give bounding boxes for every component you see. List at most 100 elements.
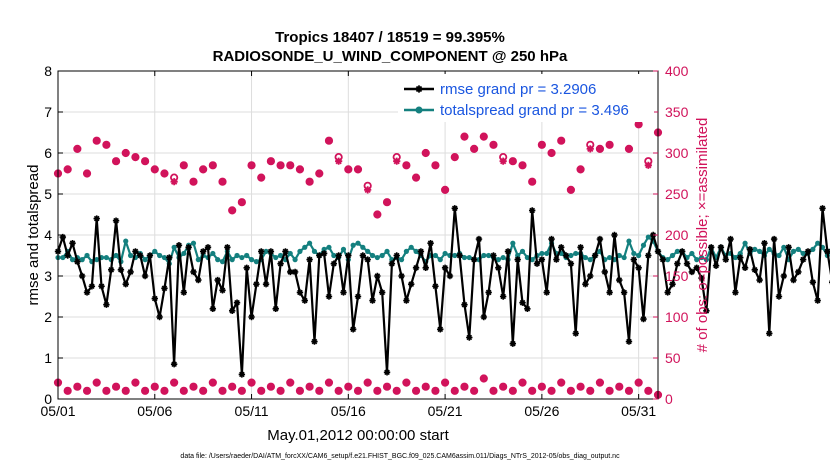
chart-title: Tropics 18407 / 18519 = 99.395% xyxy=(275,29,505,46)
y-right-tick-label: 50 xyxy=(665,350,681,366)
rmse-point xyxy=(262,281,270,288)
plot-area xyxy=(53,103,830,399)
rmse-point xyxy=(233,299,241,306)
y-right-tick-label: 200 xyxy=(665,227,689,243)
rmse-point xyxy=(267,248,275,255)
totalspread-point xyxy=(515,252,521,259)
rmse-point xyxy=(519,299,526,306)
rmse-point xyxy=(683,260,691,267)
obs-assimilated-low-point xyxy=(499,383,507,391)
rmse-point xyxy=(693,264,700,271)
totalspread-point xyxy=(350,242,356,248)
obs-assimilated-point xyxy=(306,178,314,186)
totalspread-point xyxy=(297,248,303,254)
rmse-point xyxy=(132,248,139,255)
x-tick-label: 05/21 xyxy=(428,403,463,419)
totalspread-point xyxy=(369,252,376,259)
totalspread-point xyxy=(582,254,589,261)
obs-assimilated-low-point xyxy=(83,387,91,395)
totalspread-point xyxy=(253,259,259,265)
obs-assimilated-point xyxy=(209,161,217,169)
obs-assimilated-low-point xyxy=(141,387,149,395)
rmse-point xyxy=(451,205,458,212)
obs-assimilated-low-point xyxy=(93,379,101,386)
rmse-point xyxy=(74,258,81,265)
totalspread-point xyxy=(142,257,148,263)
obs-assimilated-point xyxy=(102,141,110,149)
obs-assimilated-low-point xyxy=(519,379,526,386)
obs-assimilated-low-point xyxy=(577,383,584,391)
obs-assimilated-point xyxy=(373,210,381,219)
rmse-point xyxy=(533,260,541,267)
totalspread-point xyxy=(766,246,772,252)
totalspread-point xyxy=(127,252,134,259)
obs-assimilated-low-point xyxy=(296,387,304,395)
obs-assimilated-point xyxy=(576,165,585,173)
totalspread-point xyxy=(103,254,109,261)
obs-assimilated-low-point xyxy=(412,387,420,395)
rmse-point xyxy=(587,272,594,280)
rmse-point xyxy=(306,256,313,263)
totalspread-point xyxy=(79,257,85,263)
rmse-point xyxy=(398,272,405,280)
totalspread-point xyxy=(510,240,516,246)
rmse-point xyxy=(83,289,91,296)
totalspread-point xyxy=(229,257,235,263)
legend-marker-rmse xyxy=(415,85,423,93)
obs-assimilated-low-point xyxy=(344,383,352,391)
rmse-point xyxy=(59,233,67,241)
rmse-point xyxy=(577,244,584,251)
obs-assimilated-point xyxy=(547,149,556,157)
totalspread-point xyxy=(665,257,671,263)
x-tick-label: 05/06 xyxy=(137,403,172,419)
totalspread-point xyxy=(195,257,201,263)
y-axis-label: rmse and totalspread xyxy=(25,165,42,306)
x-tick-label: 05/16 xyxy=(331,403,366,419)
rmse-point xyxy=(703,307,710,315)
rmse-point xyxy=(272,305,279,312)
obs-assimilated-low-point xyxy=(586,387,594,395)
obs-assimilated-point xyxy=(586,145,594,153)
rmse-point xyxy=(170,360,178,368)
totalspread-point xyxy=(234,252,240,259)
x-tick-labels: 05/01 05/06 05/11 05/16 05/21 05/26 05/31 xyxy=(40,403,656,419)
rmse-point xyxy=(93,215,100,222)
obs-assimilated-low-point xyxy=(306,383,314,391)
rmse-point xyxy=(572,330,579,337)
rmse-point xyxy=(228,307,236,315)
totalspread-point xyxy=(239,254,245,261)
rmse-point xyxy=(248,313,255,321)
rmse-point xyxy=(103,301,110,308)
rmse-point xyxy=(151,295,158,302)
rmse-point xyxy=(780,272,788,280)
rmse-point xyxy=(364,256,371,263)
obs-assimilated-low-point xyxy=(538,383,546,391)
totalspread-point xyxy=(413,248,419,254)
rmse-point xyxy=(108,266,115,274)
rmse-point xyxy=(374,272,381,280)
totalspread-point xyxy=(60,254,66,261)
obs-assimilated-low-point xyxy=(393,387,401,395)
rmse-point xyxy=(601,268,608,276)
totalspread-point xyxy=(311,248,318,254)
totalspread-point xyxy=(544,250,550,257)
obs-assimilated-point xyxy=(286,161,294,169)
y-tick-label: 5 xyxy=(44,186,52,202)
rmse-point xyxy=(645,252,652,259)
rmse-point xyxy=(751,266,758,274)
obs-assimilated-point xyxy=(538,141,546,149)
rmse-point xyxy=(770,235,778,243)
rmse-point xyxy=(412,264,420,271)
obs-assimilated-low-point xyxy=(480,375,488,382)
rmse-point xyxy=(814,297,821,304)
totalspread-point xyxy=(800,250,806,257)
obs-assimilated-point xyxy=(83,169,91,178)
rmse-point xyxy=(78,272,86,280)
rmse-point xyxy=(122,281,129,288)
rmse-point xyxy=(388,260,396,267)
obs-assimilated-point xyxy=(509,157,517,165)
obs-assimilated-low-point xyxy=(596,379,604,386)
obs-assimilated-point xyxy=(364,186,372,194)
obs-assimilated-low-point xyxy=(490,387,497,395)
obs-assimilated-low-point xyxy=(635,379,643,386)
